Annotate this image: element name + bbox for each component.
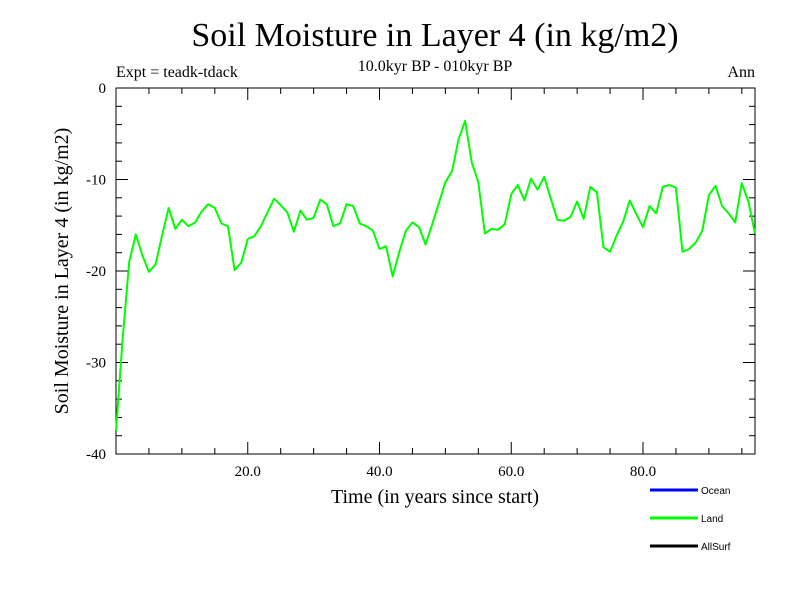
legend-entry-land: Land: [650, 514, 723, 525]
y-axis-label: Soil Moisture in Layer 4 (in kg/m2): [51, 128, 73, 415]
legend: Ocean Land AllSurf: [650, 486, 731, 553]
x-tick-label: 60.0: [498, 464, 524, 480]
legend-entry-allsurf: AllSurf: [650, 542, 731, 553]
y-tick-label: -40: [86, 447, 106, 463]
plot-frame: [115, 87, 756, 455]
chart-title: Soil Moisture in Layer 4 (in kg/m2): [191, 17, 678, 54]
ticks-layer: [116, 88, 755, 454]
tick-labels-layer: 20.0 40.0 60.0 80.0 -40 -30 -20 -10 0: [86, 81, 656, 480]
series-layer: [115, 119, 756, 432]
x-axis-label: Time (in years since start): [331, 486, 539, 508]
series-line-land: [115, 119, 756, 432]
y-tick-label: -20: [86, 264, 106, 280]
y-tick-label: 0: [99, 81, 107, 97]
legend-label: AllSurf: [701, 542, 731, 553]
y-tick-label: -10: [86, 173, 106, 189]
legend-label: Ocean: [701, 486, 730, 497]
y-tick-label: -30: [86, 356, 106, 372]
legend-entry-ocean: Ocean: [650, 486, 730, 497]
chart-subtitle: 10.0kyr BP - 010kyr BP: [358, 58, 513, 75]
experiment-label: Expt = teadk-tdack: [116, 64, 238, 81]
season-label: Ann: [727, 64, 755, 81]
legend-label: Land: [701, 514, 723, 525]
x-tick-label: 20.0: [235, 464, 261, 480]
x-tick-label: 40.0: [366, 464, 392, 480]
x-tick-label: 80.0: [630, 464, 656, 480]
